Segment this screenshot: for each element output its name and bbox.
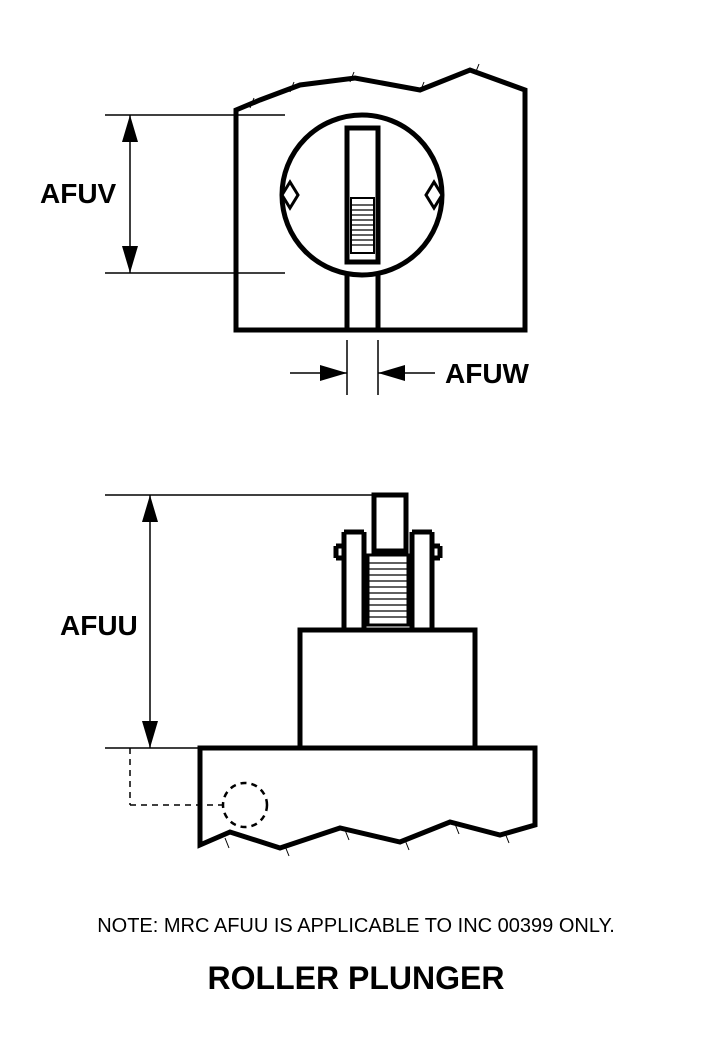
note-text: NOTE: MRC AFUU IS APPLICABLE TO INC 0039…: [50, 915, 662, 938]
figure-title: ROLLER PLUNGER: [50, 960, 662, 997]
side-view-drawing: [0, 450, 712, 950]
afuu-label: AFUU: [60, 610, 138, 642]
afuv-label: AFUV: [40, 178, 116, 210]
top-view-drawing: [0, 0, 712, 430]
afuw-label: AFUW: [445, 358, 529, 390]
